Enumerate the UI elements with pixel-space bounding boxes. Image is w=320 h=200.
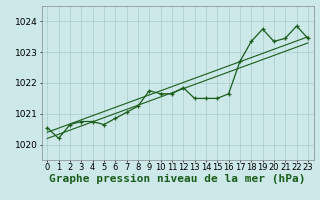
X-axis label: Graphe pression niveau de la mer (hPa): Graphe pression niveau de la mer (hPa) [49,174,306,184]
